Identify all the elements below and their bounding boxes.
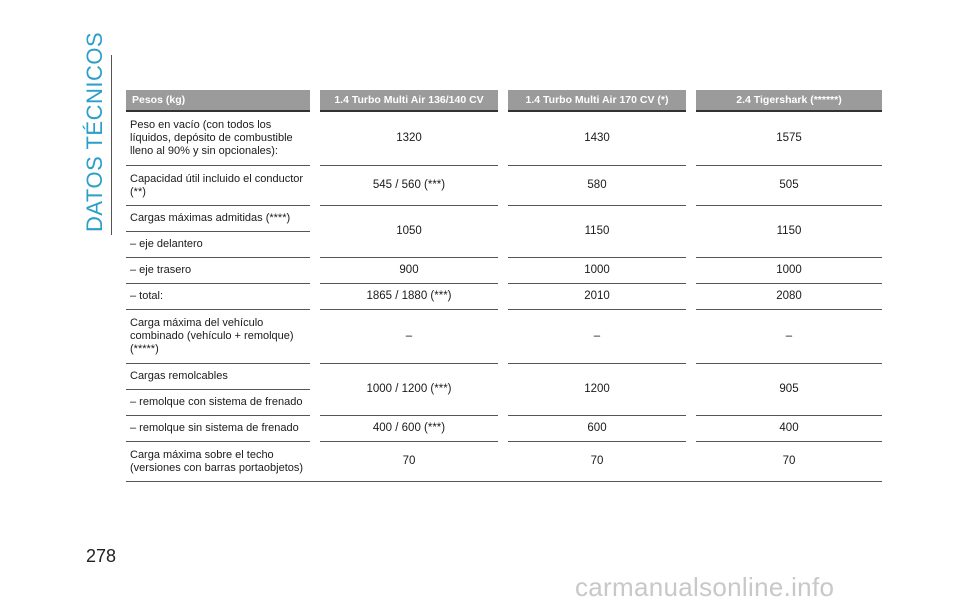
cell-value: 400 — [696, 416, 882, 442]
cell-value: 1000 — [508, 258, 686, 284]
table-row: – remolque sin sistema de frenado 400 / … — [126, 416, 882, 442]
row-label: Capacidad útil incluido el conductor (**… — [126, 166, 310, 206]
row-label: – eje trasero — [126, 258, 310, 284]
row-label: Peso en vacío (con todos los líquidos, d… — [126, 112, 310, 166]
table-row: Peso en vacío (con todos los líquidos, d… — [126, 112, 882, 166]
cell-value: 1150 — [508, 206, 686, 258]
cell-value: 580 — [508, 166, 686, 206]
section-divider — [111, 55, 112, 235]
table-row: Carga máxima sobre el techo (versiones c… — [126, 442, 882, 482]
row-label: Cargas máximas admitidas (****) — [126, 206, 310, 232]
cell-value: 905 — [696, 364, 882, 416]
cell-value: 1575 — [696, 112, 882, 166]
row-label: – remolque sin sistema de frenado — [126, 416, 310, 442]
row-label: Carga máxima del vehículo combinado (veh… — [126, 310, 310, 364]
table-row: – eje delantero — [126, 232, 882, 258]
cell-value: 1000 / 1200 (***) — [320, 364, 498, 416]
header-weights: Pesos (kg) — [126, 90, 310, 112]
cell-value: 70 — [696, 442, 882, 482]
row-label: Cargas remolcables — [126, 364, 310, 390]
cell-value: – — [320, 310, 498, 364]
table-row: – total: 1865 / 1880 (***) 2010 2080 — [126, 284, 882, 310]
header-tigershark: 2.4 Tigershark (******) — [696, 90, 882, 112]
table-row: Capacidad útil incluido el conductor (**… — [126, 166, 882, 206]
table-header-row: Pesos (kg) 1.4 Turbo Multi Air 136/140 C… — [126, 90, 882, 112]
section-title-text: DATOS TÉCNICOS — [82, 31, 107, 232]
header-engine-136-140: 1.4 Turbo Multi Air 136/140 CV — [320, 90, 498, 112]
table-row: Cargas remolcables 1000 / 1200 (***) 120… — [126, 364, 882, 416]
watermark: carmanualsonline.info — [575, 572, 835, 602]
page-number: 278 — [86, 546, 117, 566]
cell-value: 1430 — [508, 112, 686, 166]
cell-value: 600 — [508, 416, 686, 442]
header-engine-170: 1.4 Turbo Multi Air 170 CV (*) — [508, 90, 686, 112]
cell-value: 1865 / 1880 (***) — [320, 284, 498, 310]
weights-table: Pesos (kg) 1.4 Turbo Multi Air 136/140 C… — [126, 90, 882, 482]
cell-value: 545 / 560 (***) — [320, 166, 498, 206]
table-row: Carga máxima del vehículo combinado (veh… — [126, 310, 882, 364]
cell-value: 1000 — [696, 258, 882, 284]
cell-value: – — [696, 310, 882, 364]
cell-value: 2080 — [696, 284, 882, 310]
cell-value: 1150 — [696, 206, 882, 258]
table-row: Cargas máximas admitidas (****) 1050 115… — [126, 206, 882, 258]
row-label: – total: — [126, 284, 310, 310]
cell-value: 400 / 600 (***) — [320, 416, 498, 442]
row-label: Carga máxima sobre el techo (versiones c… — [126, 442, 310, 482]
row-sublabel: – eje delantero — [126, 232, 310, 258]
table-row: – remolque con sistema de frenado — [126, 390, 882, 416]
cell-value: 1050 — [320, 206, 498, 258]
cell-value: 900 — [320, 258, 498, 284]
cell-value: 1200 — [508, 364, 686, 416]
row-sublabel: – remolque con sistema de frenado — [126, 390, 310, 416]
cell-value: 70 — [508, 442, 686, 482]
cell-value: – — [508, 310, 686, 364]
cell-value: 70 — [320, 442, 498, 482]
cell-value: 1320 — [320, 112, 498, 166]
table-row: – eje trasero 900 1000 1000 — [126, 258, 882, 284]
cell-value: 2010 — [508, 284, 686, 310]
cell-value: 505 — [696, 166, 882, 206]
